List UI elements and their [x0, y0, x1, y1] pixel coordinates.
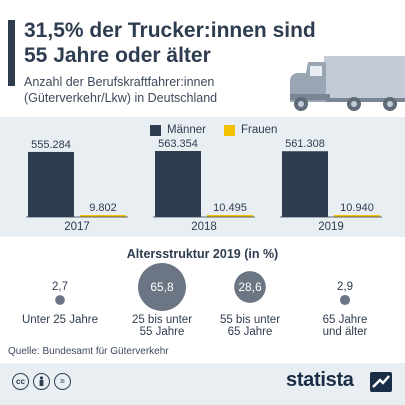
- cc-by-icon: [33, 373, 50, 390]
- bar-maenner-2017: [28, 151, 74, 217]
- bar-frauen-2019: [334, 215, 380, 217]
- bubble-0: [55, 295, 65, 305]
- legend-swatch-frauen: [224, 124, 235, 136]
- bar-frauen-2017: [80, 215, 126, 217]
- age-category-label: 65 Jahre und älter: [322, 314, 368, 338]
- bar-frauen-2018: [207, 215, 253, 217]
- bubble-label-0: 2,7: [52, 281, 68, 293]
- cc-nd-icon: =: [54, 373, 71, 390]
- legend-label-frauen: Frauen: [241, 124, 278, 136]
- statista-logo-icon: [370, 372, 392, 392]
- statista-logo-text: statista: [286, 369, 354, 391]
- data-label-frauen-2018: 10.495: [213, 202, 247, 214]
- accent-bar: [8, 20, 15, 86]
- legend-label-maenner: Männer: [167, 124, 206, 136]
- bubble-label-3: 2,9: [337, 281, 353, 293]
- truck-illustration: [290, 56, 405, 111]
- age-category-label: 25 bis unter 55 Jahre: [131, 314, 193, 338]
- data-label-frauen-2019: 10.940: [340, 202, 374, 214]
- page-title: 31,5% der Trucker:innen sind 55 Jahre od…: [24, 19, 316, 67]
- bar-maenner-2018: [155, 151, 201, 217]
- age-category-label: 55 bis unter 65 Jahre: [219, 314, 281, 338]
- bubble-1: [138, 263, 186, 311]
- data-label-maenner-2019: 561.308: [285, 138, 325, 150]
- legend: Männer Frauen: [150, 124, 277, 136]
- legend-swatch-maenner: [150, 124, 161, 136]
- page-subtitle: Anzahl der Berufskraftfahrer:innen (Güte…: [24, 75, 218, 105]
- legend-item-frauen: Frauen: [224, 124, 277, 136]
- data-label-maenner-2018: 563.354: [158, 138, 198, 150]
- bar-maenner-2019: [282, 151, 328, 217]
- bubble-chart: 2,7 65,8 28,6 2,9: [52, 263, 353, 311]
- bubble-3: [339, 294, 351, 306]
- cc-icon: cc: [12, 373, 29, 390]
- x-tick-2019: 2019: [318, 221, 344, 233]
- x-tick-2017: 2017: [64, 221, 90, 233]
- data-label-frauen-2017: 9.802: [89, 202, 117, 214]
- source-note: Quelle: Bundesamt für Güterverkehr: [8, 346, 169, 357]
- x-tick-2018: 2018: [191, 221, 217, 233]
- bubble-label-1: 65,8: [150, 280, 174, 294]
- legend-item-maenner: Männer: [150, 124, 206, 136]
- bubble-label-2: 28,6: [238, 280, 262, 294]
- age-chart-title: Altersstruktur 2019 (in %): [126, 247, 279, 261]
- age-category-label: Unter 25 Jahre: [21, 314, 99, 326]
- bar-chart: 555.284 9.802 2017 563.354 10.495 2018 561.308…: [26, 138, 382, 233]
- bubble-2: [234, 271, 266, 303]
- truck-trailer: [324, 56, 405, 100]
- data-label-maenner-2017: 555.284: [31, 139, 71, 151]
